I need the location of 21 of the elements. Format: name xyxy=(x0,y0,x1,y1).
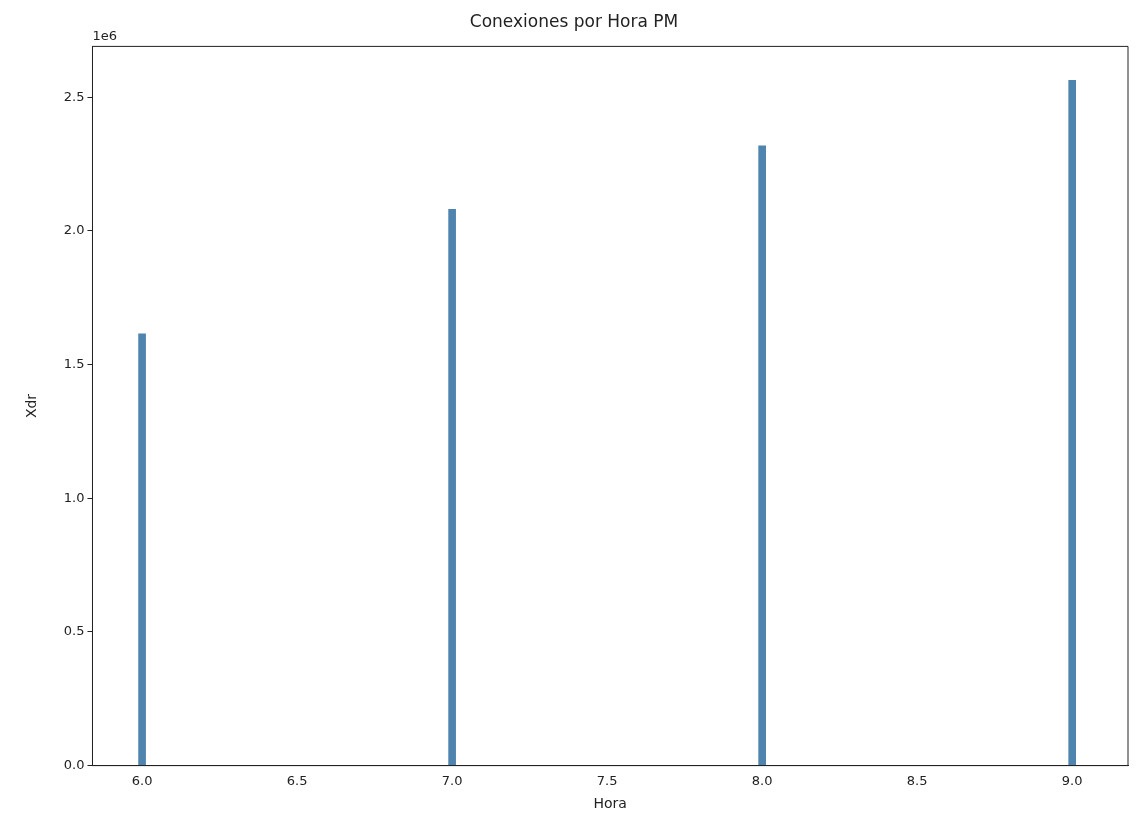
bar xyxy=(758,145,766,766)
y-axis-title: Xdr xyxy=(23,393,40,419)
bar xyxy=(1068,80,1077,766)
x-tick-label: 8.5 xyxy=(906,772,928,788)
chart-title: Conexiones por Hora PM xyxy=(469,10,679,31)
y-tick-label: 1.5 xyxy=(63,355,85,371)
bar xyxy=(138,333,146,766)
x-axis-title: Hora xyxy=(593,795,627,812)
y-tick-label: 2.5 xyxy=(63,88,85,104)
y-tick-label: 0.0 xyxy=(63,756,85,772)
y-tick-label: 0.5 xyxy=(63,623,85,639)
text: 1e6 xyxy=(92,28,118,44)
x-tick-label: 9.0 xyxy=(1061,772,1083,788)
x-tick-label: 6.0 xyxy=(131,772,153,788)
x-tick-label: 8.0 xyxy=(751,772,773,788)
x-tick-label: 7.5 xyxy=(596,772,618,788)
bar xyxy=(448,208,456,766)
y-tick-label: 1.0 xyxy=(63,489,85,505)
x-tick-label: 6.5 xyxy=(286,772,308,788)
y-tick-label: 2.0 xyxy=(63,222,85,238)
x-tick-label: 7.0 xyxy=(441,772,463,788)
